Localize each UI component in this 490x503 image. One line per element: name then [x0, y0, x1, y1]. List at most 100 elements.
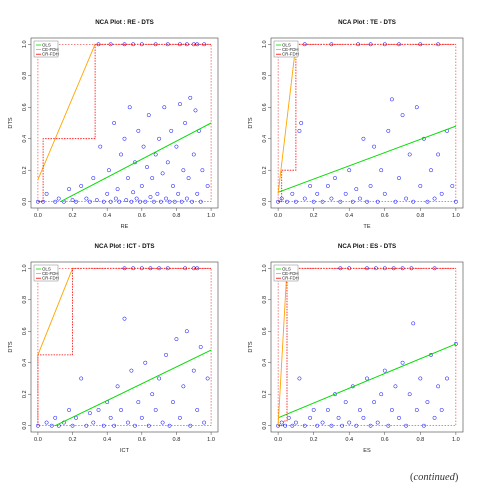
data-point — [198, 345, 203, 349]
data-point — [44, 191, 49, 196]
data-point — [117, 199, 122, 204]
data-point — [106, 168, 111, 173]
data-point — [84, 196, 89, 201]
y-axis-label: DTS — [248, 117, 254, 128]
data-point — [372, 144, 377, 149]
data-point — [343, 400, 348, 405]
data-point — [302, 423, 307, 428]
data-point — [386, 128, 391, 133]
data-point — [290, 423, 295, 428]
data-point — [329, 196, 334, 201]
data-point — [113, 196, 118, 201]
y-tick-label: 0.2 — [22, 166, 28, 174]
y-tick-label: 0.8 — [22, 296, 28, 304]
y-tick-label: 1.0 — [22, 40, 28, 48]
x-tick-label: 0.4 — [345, 213, 353, 219]
data-point — [171, 400, 175, 405]
y-tick-label: 0.6 — [262, 103, 268, 111]
x-tick-label: 0.4 — [345, 437, 353, 443]
data-point — [379, 168, 384, 173]
legend-entry: CE-FDH — [42, 47, 59, 52]
data-point — [87, 411, 92, 416]
data-point — [127, 105, 132, 110]
data-point — [146, 113, 151, 118]
x-tick-label: 0.0 — [274, 213, 282, 219]
data-point — [183, 121, 188, 125]
data-point — [157, 266, 162, 271]
data-point — [195, 191, 200, 196]
data-point — [184, 196, 189, 201]
y-tick-label: 0.0 — [22, 198, 28, 206]
y-tick-label: 0.2 — [22, 390, 28, 398]
ce-fdh-line — [37, 43, 212, 203]
data-point — [146, 423, 151, 428]
ce-fdh-line — [278, 267, 456, 427]
data-point — [160, 420, 165, 425]
data-point — [425, 400, 430, 405]
data-point — [365, 376, 369, 381]
data-point — [333, 176, 337, 181]
data-point — [143, 360, 148, 365]
data-point — [299, 121, 304, 125]
data-point — [122, 316, 127, 321]
data-point — [382, 191, 387, 196]
data-point — [169, 128, 174, 133]
plot-frame — [270, 261, 464, 433]
data-point — [404, 423, 409, 428]
data-point — [432, 415, 437, 420]
x-tick-label: 1.0 — [207, 437, 215, 443]
data-point — [202, 420, 207, 425]
data-point — [70, 423, 75, 428]
legend-entry: CR-FDH — [42, 52, 59, 57]
data-point — [119, 408, 123, 412]
data-point — [393, 384, 398, 389]
data-point — [96, 408, 101, 412]
data-point — [162, 105, 167, 110]
data-point — [432, 266, 437, 271]
data-point — [297, 376, 302, 381]
data-point — [386, 423, 391, 428]
data-point — [418, 376, 423, 381]
data-point — [191, 152, 196, 157]
data-point — [74, 199, 78, 204]
y-tick-label: 0.4 — [262, 135, 268, 143]
x-tick-label: 0.8 — [416, 213, 424, 219]
data-point — [279, 420, 284, 425]
data-point — [188, 95, 193, 100]
data-point — [122, 136, 127, 141]
data-point — [368, 184, 373, 188]
chart-title: NCA Plot : ES - DTS — [338, 243, 396, 250]
data-point — [311, 199, 316, 204]
y-axis-label: DTS — [8, 117, 14, 128]
data-point — [285, 199, 289, 204]
data-point — [112, 423, 117, 428]
ols-line — [277, 125, 457, 193]
data-point — [357, 196, 362, 201]
data-point — [35, 423, 40, 428]
legend-entry: OLS — [42, 267, 51, 272]
x-tick-label: 0.2 — [69, 437, 77, 443]
data-point — [375, 420, 380, 425]
data-point — [375, 199, 380, 204]
data-point — [393, 199, 398, 204]
data-point — [421, 423, 426, 428]
x-tick-label: 0.6 — [138, 437, 146, 443]
legend-entry: CE-FDH — [42, 271, 59, 276]
x-tick-label: 0.6 — [138, 213, 146, 219]
data-point — [411, 321, 416, 326]
y-tick-label: 1.0 — [262, 40, 268, 48]
data-point — [329, 423, 334, 428]
y-tick-label: 0.0 — [22, 422, 28, 430]
y-tick-label: 0.0 — [262, 198, 268, 206]
data-point — [79, 376, 84, 381]
chart-panel-1: NCA Plot : RE - DTS 0.0 0.0 0.2 0.2 0.4 0.4 0.6… — [8, 19, 219, 230]
data-point — [177, 415, 182, 420]
data-point — [429, 168, 433, 173]
data-point — [439, 408, 444, 412]
y-tick-label: 0.6 — [262, 327, 268, 335]
data-point — [365, 199, 369, 204]
data-point — [167, 199, 172, 204]
data-point — [453, 199, 458, 204]
data-point — [338, 199, 343, 204]
data-point — [325, 408, 330, 412]
